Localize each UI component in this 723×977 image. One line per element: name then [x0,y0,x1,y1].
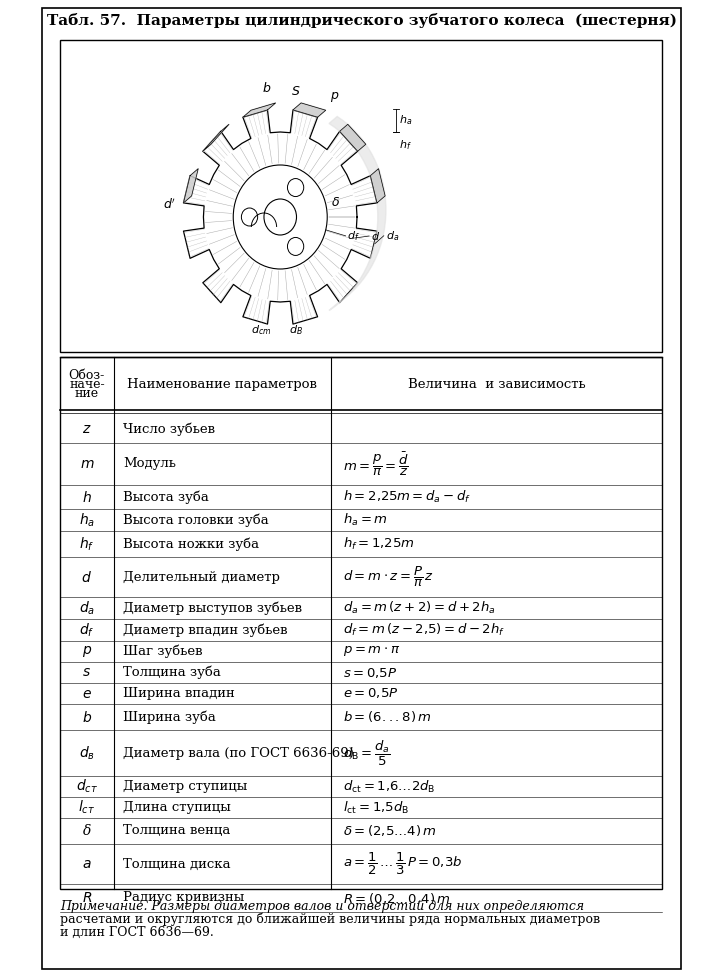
Circle shape [288,237,304,255]
Text: $h_a = m$: $h_a = m$ [343,512,388,528]
Text: Ширина впадин: Ширина впадин [123,687,235,700]
Text: $e = 0{,}5P$: $e = 0{,}5P$ [343,687,399,701]
Text: $h$: $h$ [82,489,92,504]
Text: $s = 0{,}5P$: $s = 0{,}5P$ [343,665,398,679]
Text: Модуль: Модуль [123,457,176,471]
Text: Диаметр вала (по ГОСТ 6636-69): Диаметр вала (по ГОСТ 6636-69) [123,746,354,759]
Text: $a$: $a$ [82,857,92,871]
Circle shape [234,165,328,269]
Text: Наименование параметров: Наименование параметров [127,378,317,391]
Text: Шаг зубьев: Шаг зубьев [123,645,202,658]
Text: Высота зуба: Высота зуба [123,490,209,504]
Polygon shape [243,103,275,117]
Text: Диаметр впадин зубьев: Диаметр впадин зубьев [123,623,288,637]
Text: $m$: $m$ [80,457,94,471]
Text: $d_a = m\,(z+2) = d + 2h_a$: $d_a = m\,(z+2) = d + 2h_a$ [343,600,496,616]
Text: $h_a$: $h_a$ [79,511,95,529]
Text: $d = m \cdot z = \dfrac{P}{\pi}\,z$: $d = m \cdot z = \dfrac{P}{\pi}\,z$ [343,565,435,589]
Text: $d_f$: $d_f$ [348,229,360,242]
Text: $b$: $b$ [262,81,271,95]
Polygon shape [340,124,366,151]
Text: δ: δ [82,824,91,838]
Text: $b$: $b$ [82,709,92,725]
Text: $z$: $z$ [82,422,92,436]
Bar [60,357,662,889]
Text: Толщина зуба: Толщина зуба [123,665,221,679]
Text: $d_B$: $d_B$ [289,323,303,337]
Text: Радиус кривизны: Радиус кривизны [123,891,244,905]
Polygon shape [203,124,229,151]
Text: и длин ГОСТ 6636—69.: и длин ГОСТ 6636—69. [60,926,213,939]
Text: $\delta$: $\delta$ [331,196,340,209]
Text: Делительный диаметр: Делительный диаметр [123,571,280,583]
Polygon shape [184,110,377,324]
Text: $d'$: $d'$ [163,197,176,212]
Text: Обоз-: Обоз- [69,369,105,382]
Circle shape [264,199,296,235]
Text: $l_{ст}$: $l_{ст}$ [78,799,95,816]
Text: $R$: $R$ [82,891,92,905]
Text: $d_{\mathrm{ct}} = 1{,}6{\ldots}2d_\mathrm{B}$: $d_{\mathrm{ct}} = 1{,}6{\ldots}2d_\math… [343,779,436,794]
Text: $h_a$: $h_a$ [398,113,412,127]
Text: $d$: $d$ [371,230,380,242]
Text: Число зубьев: Число зубьев [123,422,215,436]
Text: $b = (6{...}8)\,m$: $b = (6{...}8)\,m$ [343,709,432,725]
Text: $d$: $d$ [82,570,93,584]
Text: $l_{cm}$: $l_{cm}$ [268,248,284,262]
Text: расчетами и округляются до ближайшей величины ряда нормальных диаметров: расчетами и округляются до ближайшей вел… [60,913,600,926]
Text: $h = 2{,}25m = d_a - d_f$: $h = 2{,}25m = d_a - d_f$ [343,488,471,505]
Text: $S$: $S$ [291,85,301,98]
Text: $R = (0{,}2{\ldots}0{,}4)\,m$: $R = (0{,}2{\ldots}0{,}4)\,m$ [343,890,451,906]
Text: $h_f$: $h_f$ [398,138,411,151]
Polygon shape [329,116,386,311]
Text: $d_f$: $d_f$ [79,621,95,639]
Text: $d_a$: $d_a$ [79,599,95,616]
Text: ние: ние [74,387,99,400]
Text: Примечание. Размеры диаметров валов и отверстий для них определяются: Примечание. Размеры диаметров валов и от… [60,900,584,913]
Circle shape [288,179,304,196]
Text: Диаметр ступицы: Диаметр ступицы [123,780,247,793]
Text: $d_{cm}$: $d_{cm}$ [252,323,272,337]
Text: $l_{\mathrm{ct}} = 1{,}5d_\mathrm{B}$: $l_{\mathrm{ct}} = 1{,}5d_\mathrm{B}$ [343,799,410,816]
Text: $e$: $e$ [82,687,92,701]
Circle shape [241,208,257,226]
Text: Толщина диска: Толщина диска [123,858,231,871]
Text: $a = \dfrac{1}{2}\,{\ldots}\,\dfrac{1}{3}\,P = 0{,}3b$: $a = \dfrac{1}{2}\,{\ldots}\,\dfrac{1}{3… [343,851,463,877]
Text: Ширина зуба: Ширина зуба [123,710,216,724]
Text: $p$: $p$ [82,644,92,659]
Text: Высота ножки зуба: Высота ножки зуба [123,537,259,551]
Polygon shape [184,169,198,203]
Text: Табл. 57.  Параметры цилиндрического зубчатого колеса  (шестерня): Табл. 57. Параметры цилиндрического зубч… [46,13,677,27]
Text: $d_f = m\,(z-2{,}5) = d - 2h_f$: $d_f = m\,(z-2{,}5) = d - 2h_f$ [343,622,505,638]
Polygon shape [293,103,326,117]
Text: Толщина венца: Толщина венца [123,825,231,837]
Text: Высота головки зуба: Высота головки зуба [123,513,269,527]
Text: Длина ступицы: Длина ступицы [123,801,231,814]
Text: Величина  и зависимость: Величина и зависимость [408,378,586,391]
Text: $d_в$: $d_в$ [79,744,95,762]
Text: $m = \dfrac{p}{\pi} = \dfrac{\bar{d}}{z}$: $m = \dfrac{p}{\pi} = \dfrac{\bar{d}}{z}… [343,450,409,478]
Text: $\delta = (2{,}5{\ldots}4)\,m$: $\delta = (2{,}5{\ldots}4)\,m$ [343,824,437,838]
Text: Диаметр выступов зубьев: Диаметр выступов зубьев [123,601,302,615]
Text: $p$: $p$ [330,90,339,104]
Text: $s$: $s$ [82,665,91,679]
Text: наче-: наче- [69,378,105,391]
Text: $h_f = 1{,}25m$: $h_f = 1{,}25m$ [343,536,414,552]
Bar [60,40,662,352]
Text: $d_a$: $d_a$ [385,229,399,242]
Polygon shape [370,169,385,203]
Text: $p = m \cdot \pi$: $p = m \cdot \pi$ [343,645,401,658]
Text: $h_f$: $h_f$ [79,535,95,553]
Text: $d_\mathrm{B} = \dfrac{d_a}{5}$: $d_\mathrm{B} = \dfrac{d_a}{5}$ [343,739,391,768]
Text: $d_{ст}$: $d_{ст}$ [76,778,98,795]
